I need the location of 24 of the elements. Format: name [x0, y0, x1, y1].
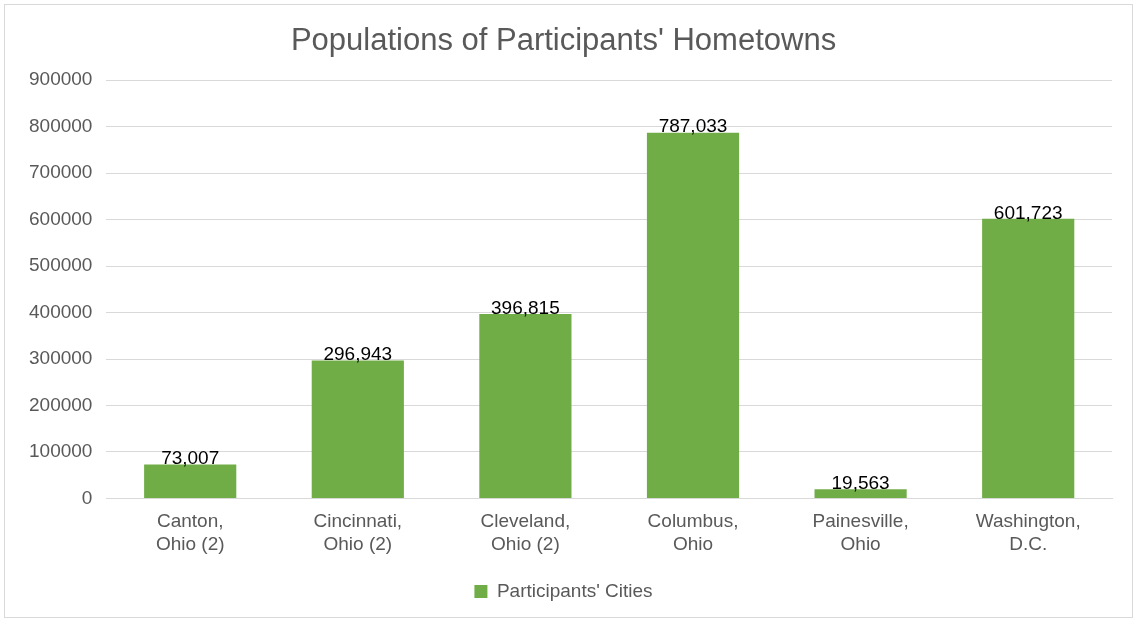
y-tick-label: 800000	[29, 114, 93, 136]
y-tick-label: 400000	[29, 300, 93, 322]
y-tick-label: 600000	[29, 207, 93, 229]
y-tick-label: 700000	[29, 161, 93, 183]
x-tick-label: Columbus, Ohio	[647, 510, 739, 554]
data-label: 396,815	[491, 296, 560, 318]
y-tick-label: 200000	[29, 393, 93, 415]
y-tick-label: 300000	[29, 347, 93, 369]
data-label: 73,007	[161, 447, 220, 469]
y-tick-label: 900000	[29, 68, 93, 90]
y-tick-label: 100000	[29, 440, 93, 462]
data-label: 787,033	[658, 115, 728, 137]
data-label: 601,723	[993, 201, 1063, 223]
x-tick-label: Cincinnati, Ohio (2)	[313, 510, 403, 554]
legend-label: Participants' Cities	[496, 579, 653, 601]
y-tick-label: 0	[81, 486, 93, 508]
x-tick-label: Painesville, Ohio	[812, 510, 909, 554]
y-tick-label: 500000	[29, 254, 93, 276]
x-tick-label: Canton, Ohio (2)	[155, 510, 225, 554]
chart-title: Populations of Participants' Hometowns	[290, 22, 837, 58]
data-label: 19,563	[831, 472, 890, 494]
x-tick-label: Washington, D.C.	[975, 510, 1081, 554]
data-label: 296,943	[323, 343, 393, 365]
x-tick-label: Cleveland, Ohio (2)	[480, 510, 571, 554]
